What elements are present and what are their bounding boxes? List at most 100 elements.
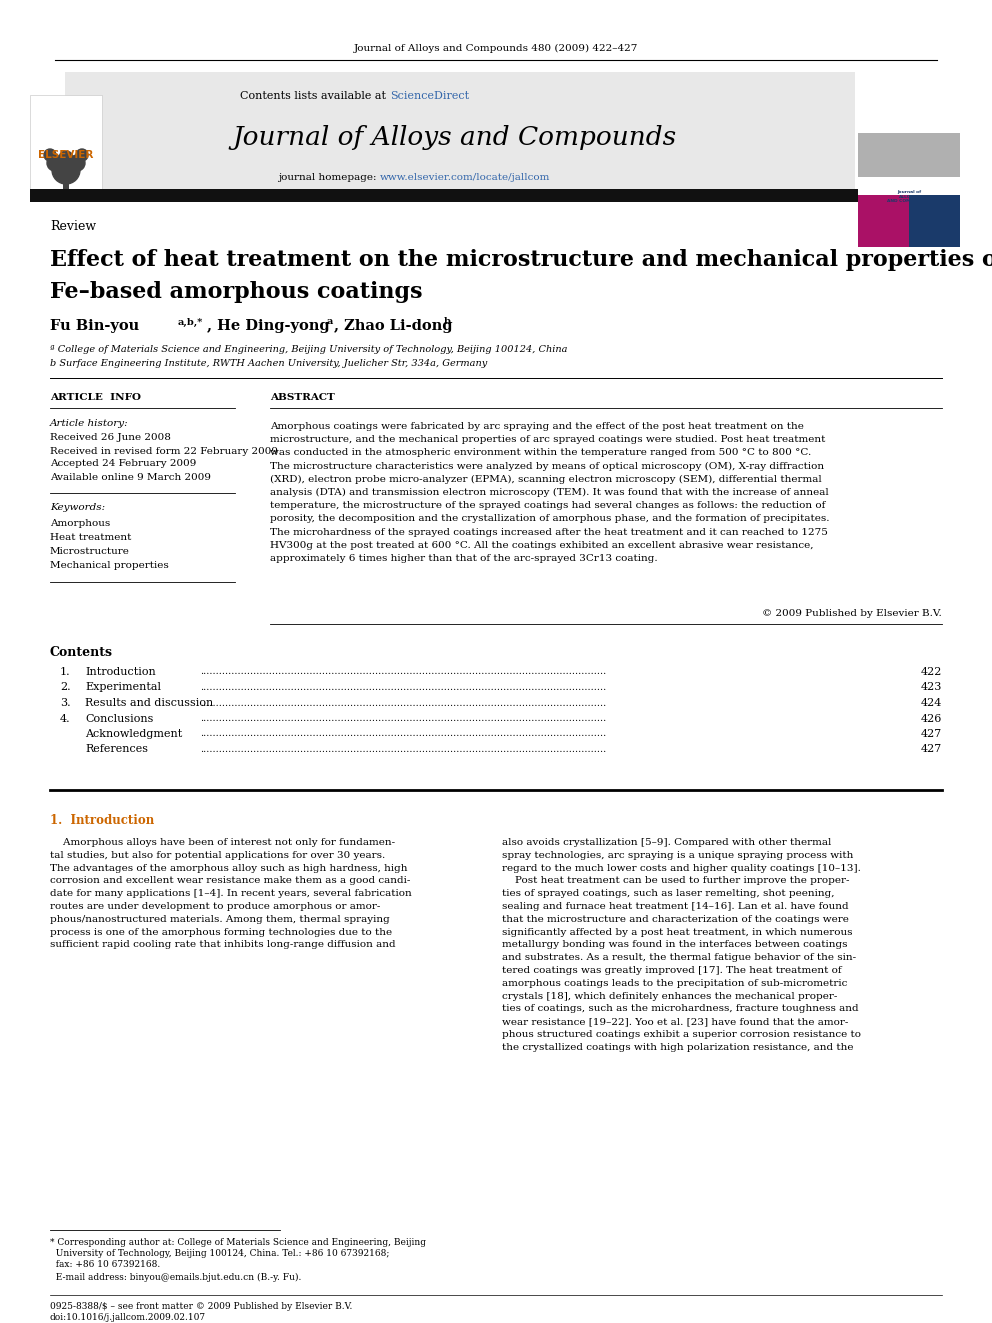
Text: spray technologies, arc spraying is a unique spraying process with: spray technologies, arc spraying is a un…: [502, 851, 853, 860]
Text: fax: +86 10 67392168.: fax: +86 10 67392168.: [50, 1259, 161, 1269]
Text: ................................................................................: ........................................…: [200, 683, 606, 692]
Text: a: a: [327, 318, 333, 327]
Text: Amorphous: Amorphous: [50, 519, 110, 528]
Text: Amorphous alloys have been of interest not only for fundamen-: Amorphous alloys have been of interest n…: [50, 837, 395, 847]
Text: that the microstructure and characterization of the coatings were: that the microstructure and characteriza…: [502, 914, 849, 923]
Text: References: References: [85, 745, 148, 754]
Text: regard to the much lower costs and higher quality coatings [10–13].: regard to the much lower costs and highe…: [502, 864, 861, 873]
Text: microstructure, and the mechanical properties of arc sprayed coatings were studi: microstructure, and the mechanical prope…: [270, 435, 825, 445]
Text: ................................................................................: ........................................…: [200, 745, 606, 754]
Text: and substrates. As a result, the thermal fatigue behavior of the sin-: and substrates. As a result, the thermal…: [502, 953, 856, 962]
Text: ................................................................................: ........................................…: [200, 668, 606, 676]
Text: 4.: 4.: [60, 713, 70, 724]
Text: The advantages of the amorphous alloy such as high hardness, high: The advantages of the amorphous alloy su…: [50, 864, 408, 873]
Text: Amorphous coatings were fabricated by arc spraying and the effect of the post he: Amorphous coatings were fabricated by ar…: [270, 422, 804, 431]
Text: metallurgy bonding was found in the interfaces between coatings: metallurgy bonding was found in the inte…: [502, 941, 847, 950]
Text: porosity, the decomposition and the crystallization of amorphous phase, and the : porosity, the decomposition and the crys…: [270, 515, 829, 524]
Text: E-mail address: binyou@emails.bjut.edu.cn (B.-y. Fu).: E-mail address: binyou@emails.bjut.edu.c…: [50, 1273, 302, 1282]
Text: Effect of heat treatment on the microstructure and mechanical properties of: Effect of heat treatment on the microstr…: [50, 249, 992, 271]
Text: significantly affected by a post heat treatment, in which numerous: significantly affected by a post heat tr…: [502, 927, 852, 937]
Text: The microstructure characteristics were analyzed by means of optical microscopy : The microstructure characteristics were …: [270, 462, 824, 471]
Text: ABSTRACT: ABSTRACT: [270, 393, 334, 402]
Text: ScienceDirect: ScienceDirect: [390, 91, 469, 101]
Text: 427: 427: [921, 729, 942, 740]
Text: (XRD), electron probe micro-analyzer (EPMA), scanning electron microscopy (SEM),: (XRD), electron probe micro-analyzer (EP…: [270, 475, 821, 484]
Text: wear resistance [19–22]. Yoo et al. [23] have found that the amor-: wear resistance [19–22]. Yoo et al. [23]…: [502, 1017, 848, 1027]
Bar: [858, 187, 909, 247]
Text: HV300g at the post treated at 600 °C. All the coatings exhibited an excellent ab: HV300g at the post treated at 600 °C. Al…: [270, 541, 813, 550]
Text: Article history:: Article history:: [50, 419, 129, 429]
Text: 0925-8388/$ – see front matter © 2009 Published by Elsevier B.V.: 0925-8388/$ – see front matter © 2009 Pu…: [50, 1302, 352, 1311]
Text: corrosion and excellent wear resistance make them as a good candi-: corrosion and excellent wear resistance …: [50, 876, 411, 885]
Text: Review: Review: [50, 220, 96, 233]
Text: Mechanical properties: Mechanical properties: [50, 561, 169, 569]
Text: www.elsevier.com/locate/jallcom: www.elsevier.com/locate/jallcom: [380, 173, 551, 183]
Text: University of Technology, Beijing 100124, China. Tel.: +86 10 67392168;: University of Technology, Beijing 100124…: [50, 1249, 390, 1258]
Text: phous/nanostructured materials. Among them, thermal spraying: phous/nanostructured materials. Among th…: [50, 914, 390, 923]
Text: , He Ding-yong: , He Ding-yong: [207, 319, 329, 333]
Text: tal studies, but also for potential applications for over 30 years.: tal studies, but also for potential appl…: [50, 851, 385, 860]
Text: 424: 424: [921, 699, 942, 708]
Text: 423: 423: [921, 683, 942, 692]
Text: sufficient rapid cooling rate that inhibits long-range diffusion and: sufficient rapid cooling rate that inhib…: [50, 941, 396, 950]
Text: Journal of Alloys and Compounds 480 (2009) 422–427: Journal of Alloys and Compounds 480 (200…: [354, 44, 638, 53]
Text: routes are under development to produce amorphous or amor-: routes are under development to produce …: [50, 902, 380, 912]
Text: Contents: Contents: [50, 646, 113, 659]
Text: analysis (DTA) and transmission electron microscopy (TEM). It was found that wit: analysis (DTA) and transmission electron…: [270, 488, 828, 497]
Bar: [63, 179, 69, 193]
Text: doi:10.1016/j.jallcom.2009.02.107: doi:10.1016/j.jallcom.2009.02.107: [50, 1312, 206, 1322]
Text: Journal of Alloys and Compounds: Journal of Alloys and Compounds: [233, 126, 678, 151]
Text: Received in revised form 22 February 2009: Received in revised form 22 February 200…: [50, 446, 278, 455]
Text: ties of sprayed coatings, such as laser remelting, shot peening,: ties of sprayed coatings, such as laser …: [502, 889, 834, 898]
Text: ................................................................................: ........................................…: [200, 729, 606, 738]
Text: 1.: 1.: [60, 667, 70, 677]
Text: © 2009 Published by Elsevier B.V.: © 2009 Published by Elsevier B.V.: [762, 610, 942, 618]
Text: Journal of
ALLOY'S
AND COMPOUNDS: Journal of ALLOY'S AND COMPOUNDS: [887, 191, 931, 204]
Text: Results and discussion: Results and discussion: [85, 699, 213, 708]
Text: b: b: [444, 318, 451, 327]
Text: 426: 426: [921, 713, 942, 724]
Text: crystals [18], which definitely enhances the mechanical proper-: crystals [18], which definitely enhances…: [502, 992, 837, 1000]
Text: also avoids crystallization [5–9]. Compared with other thermal: also avoids crystallization [5–9]. Compa…: [502, 837, 831, 847]
Bar: [65, 71, 855, 191]
Circle shape: [76, 149, 88, 161]
Text: tered coatings was greatly improved [17]. The heat treatment of: tered coatings was greatly improved [17]…: [502, 966, 841, 975]
Circle shape: [44, 149, 56, 161]
Text: Available online 9 March 2009: Available online 9 March 2009: [50, 472, 211, 482]
Text: Microstructure: Microstructure: [50, 546, 130, 556]
Text: 3.: 3.: [60, 699, 70, 708]
Text: Keywords:: Keywords:: [50, 504, 105, 512]
Text: amorphous coatings leads to the precipitation of sub-micrometric: amorphous coatings leads to the precipit…: [502, 979, 847, 988]
Text: Fu Bin-you: Fu Bin-you: [50, 319, 139, 333]
Bar: [858, 134, 960, 191]
Text: phous structured coatings exhibit a superior corrosion resistance to: phous structured coatings exhibit a supe…: [502, 1031, 861, 1039]
Circle shape: [52, 156, 80, 184]
Text: Received 26 June 2008: Received 26 June 2008: [50, 434, 171, 442]
Text: Introduction: Introduction: [85, 667, 156, 677]
Text: ELSEVIER: ELSEVIER: [39, 149, 93, 160]
Text: 2.: 2.: [60, 683, 70, 692]
Text: ª College of Materials Science and Engineering, Beijing University of Technology: ª College of Materials Science and Engin…: [50, 345, 567, 355]
Text: was conducted in the atmospheric environment within the temperature ranged from : was conducted in the atmospheric environ…: [270, 448, 811, 458]
Text: date for many applications [1–4]. In recent years, several fabrication: date for many applications [1–4]. In rec…: [50, 889, 412, 898]
Text: ARTICLE  INFO: ARTICLE INFO: [50, 393, 141, 402]
Circle shape: [47, 155, 63, 171]
Text: b Surface Engineering Institute, RWTH Aachen University, Juelicher Str, 334a, Ge: b Surface Engineering Institute, RWTH Aa…: [50, 360, 487, 369]
Text: 422: 422: [921, 667, 942, 677]
Text: process is one of the amorphous forming technologies due to the: process is one of the amorphous forming …: [50, 927, 392, 937]
Text: Heat treatment: Heat treatment: [50, 532, 131, 541]
Text: temperature, the microstructure of the sprayed coatings had several changes as f: temperature, the microstructure of the s…: [270, 501, 825, 511]
Text: sealing and furnace heat treatment [14–16]. Lan et al. have found: sealing and furnace heat treatment [14–1…: [502, 902, 848, 912]
Circle shape: [69, 155, 85, 171]
Text: Fe–based amorphous coatings: Fe–based amorphous coatings: [50, 280, 423, 303]
Text: ties of coatings, such as the microhardness, fracture toughness and: ties of coatings, such as the microhardn…: [502, 1004, 859, 1013]
Text: 1.  Introduction: 1. Introduction: [50, 814, 154, 827]
Text: Acknowledgment: Acknowledgment: [85, 729, 183, 740]
Text: Post heat treatment can be used to further improve the proper-: Post heat treatment can be used to furth…: [502, 876, 849, 885]
Text: the crystallized coatings with high polarization resistance, and the: the crystallized coatings with high pola…: [502, 1043, 853, 1052]
Text: approximately 6 times higher than that of the arc-sprayed 3Cr13 coating.: approximately 6 times higher than that o…: [270, 554, 658, 564]
Text: 427: 427: [921, 745, 942, 754]
Text: ................................................................................: ........................................…: [200, 714, 606, 722]
Bar: [30, 189, 858, 202]
Text: Accepted 24 February 2009: Accepted 24 February 2009: [50, 459, 196, 468]
